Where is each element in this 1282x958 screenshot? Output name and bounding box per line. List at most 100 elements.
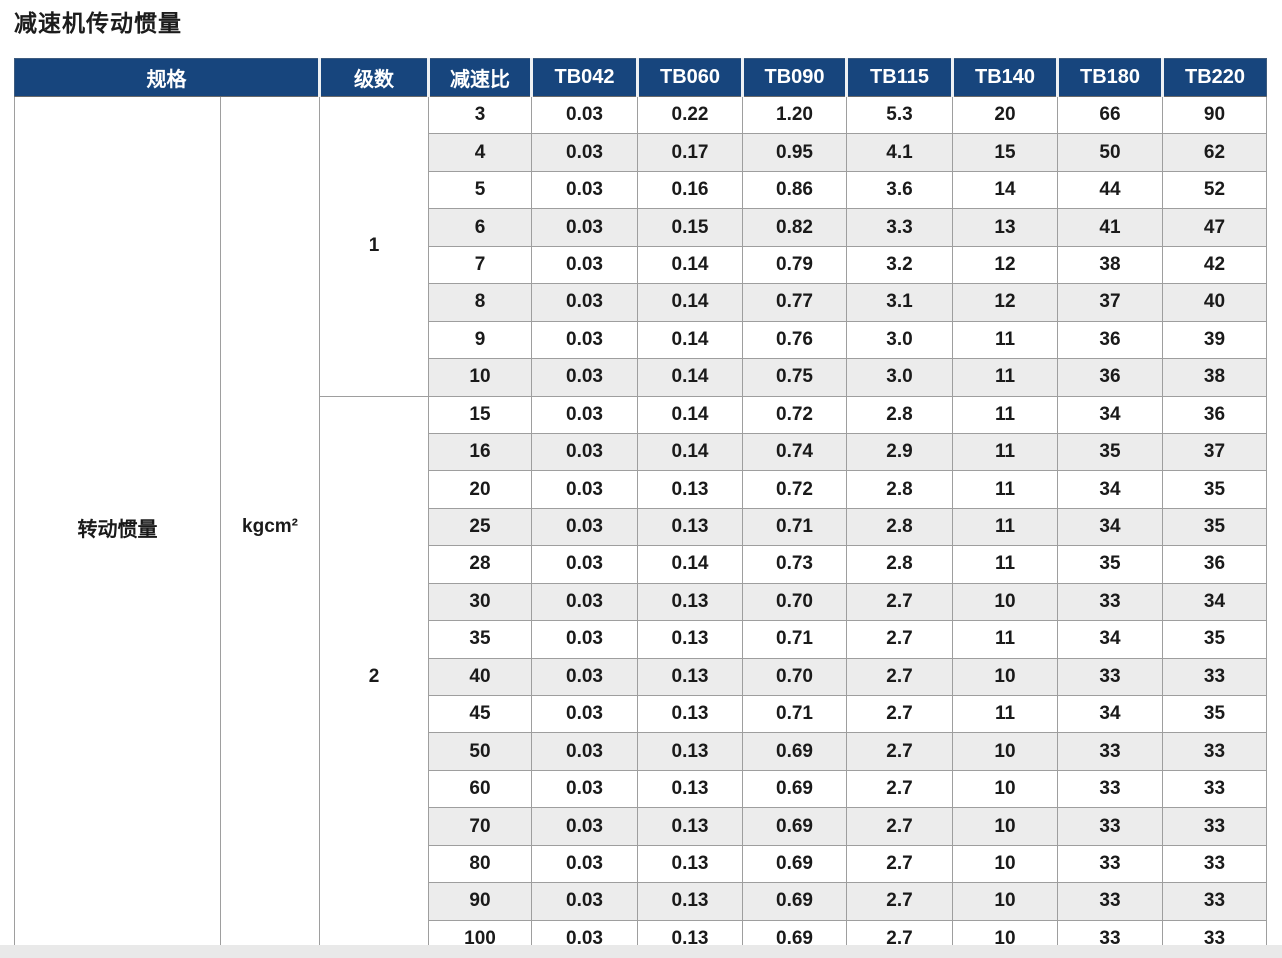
value-cell-tb090: 0.69	[742, 844, 847, 884]
value-cell-tb140: 11	[952, 395, 1058, 434]
ratio-cell: 5	[428, 170, 532, 210]
table-row: 25 0.03 0.13 0.71 2.8 11 34 35	[15, 507, 1267, 547]
value-cell-tb115: 2.7	[846, 582, 953, 622]
value-cell-tb180: 37	[1057, 283, 1163, 322]
value-cell-tb060: 0.13	[637, 807, 743, 846]
header-spec: 规格	[14, 58, 320, 97]
value-cell-tb220: 39	[1162, 320, 1267, 360]
value-cell-tb115: 2.7	[846, 807, 953, 846]
value-cell-tb042: 0.03	[531, 245, 638, 285]
value-cell-tb090: 0.72	[742, 395, 847, 434]
value-cell-tb060: 0.22	[637, 95, 743, 135]
value-cell-tb220: 38	[1162, 358, 1267, 397]
table-row: 90 0.03 0.13 0.69 2.7 10 33 33	[15, 882, 1267, 921]
ratio-cell: 10	[428, 358, 532, 397]
value-cell-tb180: 33	[1057, 769, 1163, 809]
value-cell-tb042: 0.03	[531, 694, 638, 734]
spec-label-cell: 转动惯量	[14, 95, 221, 958]
value-cell-tb220: 90	[1162, 95, 1267, 135]
value-cell-tb180: 36	[1057, 358, 1163, 397]
value-cell-tb042: 0.03	[531, 208, 638, 247]
table-row: 28 0.03 0.14 0.73 2.8 11 35 36	[15, 545, 1267, 584]
value-cell-tb115: 2.8	[846, 545, 953, 584]
value-cell-tb220: 33	[1162, 657, 1267, 697]
value-cell-tb090: 0.72	[742, 470, 847, 509]
value-cell-tb140: 10	[952, 582, 1058, 622]
value-cell-tb060: 0.13	[637, 769, 743, 809]
header-model-tb115: TB115	[845, 58, 953, 97]
value-cell-tb060: 0.13	[637, 732, 743, 771]
value-cell-tb180: 34	[1057, 694, 1163, 734]
value-cell-tb115: 3.3	[846, 208, 953, 247]
value-cell-tb060: 0.13	[637, 844, 743, 884]
value-cell-tb090: 0.71	[742, 694, 847, 734]
value-cell-tb090: 0.74	[742, 432, 847, 472]
value-cell-tb140: 13	[952, 208, 1058, 247]
stage-cell: 2	[319, 395, 429, 958]
value-cell-tb180: 38	[1057, 245, 1163, 285]
page-bottom-shade	[0, 945, 1282, 958]
value-cell-tb090: 0.76	[742, 320, 847, 360]
value-cell-tb180: 33	[1057, 582, 1163, 622]
value-cell-tb220: 52	[1162, 170, 1267, 210]
value-cell-tb042: 0.03	[531, 395, 638, 434]
value-cell-tb115: 2.7	[846, 844, 953, 884]
value-cell-tb220: 35	[1162, 470, 1267, 509]
value-cell-tb140: 11	[952, 320, 1058, 360]
value-cell-tb042: 0.03	[531, 545, 638, 584]
value-cell-tb220: 36	[1162, 545, 1267, 584]
value-cell-tb042: 0.03	[531, 133, 638, 172]
ratio-cell: 9	[428, 320, 532, 360]
table-row: 30 0.03 0.13 0.70 2.7 10 33 34	[15, 582, 1267, 622]
value-cell-tb115: 2.8	[846, 395, 953, 434]
value-cell-tb220: 33	[1162, 769, 1267, 809]
value-cell-tb060: 0.13	[637, 694, 743, 734]
value-cell-tb115: 2.7	[846, 694, 953, 734]
value-cell-tb042: 0.03	[531, 507, 638, 547]
value-cell-tb042: 0.03	[531, 432, 638, 472]
table-row: 35 0.03 0.13 0.71 2.7 11 34 35	[15, 620, 1267, 659]
ratio-cell: 4	[428, 133, 532, 172]
value-cell-tb060: 0.14	[637, 320, 743, 360]
value-cell-tb090: 0.71	[742, 507, 847, 547]
value-cell-tb115: 3.2	[846, 245, 953, 285]
header-model-tb060: TB060	[636, 58, 743, 97]
value-cell-tb220: 42	[1162, 245, 1267, 285]
value-cell-tb220: 34	[1162, 582, 1267, 622]
value-cell-tb042: 0.03	[531, 320, 638, 360]
header-model-tb140: TB140	[951, 58, 1058, 97]
table-body: 转动惯量 kgcm² 1 3 0.03 0.22 1.20 5.3 20 66 90 4 0.03 0.1…	[14, 95, 1267, 958]
value-cell-tb115: 2.7	[846, 882, 953, 921]
value-cell-tb060: 0.13	[637, 507, 743, 547]
value-cell-tb090: 0.79	[742, 245, 847, 285]
value-cell-tb140: 11	[952, 694, 1058, 734]
ratio-cell: 35	[428, 620, 532, 659]
value-cell-tb090: 0.70	[742, 657, 847, 697]
spec-unit-cell: kgcm²	[220, 95, 320, 958]
value-cell-tb140: 20	[952, 95, 1058, 135]
value-cell-tb060: 0.13	[637, 657, 743, 697]
table-header: 规格 级数 减速比 TB042 TB060 TB090 TB115 TB140 …	[14, 58, 1267, 97]
value-cell-tb090: 0.86	[742, 170, 847, 210]
value-cell-tb060: 0.14	[637, 283, 743, 322]
value-cell-tb090: 0.71	[742, 620, 847, 659]
value-cell-tb140: 14	[952, 170, 1058, 210]
value-cell-tb220: 47	[1162, 208, 1267, 247]
value-cell-tb060: 0.14	[637, 432, 743, 472]
ratio-cell: 90	[428, 882, 532, 921]
ratio-cell: 3	[428, 95, 532, 135]
value-cell-tb180: 44	[1057, 170, 1163, 210]
value-cell-tb220: 35	[1162, 694, 1267, 734]
ratio-cell: 60	[428, 769, 532, 809]
value-cell-tb042: 0.03	[531, 582, 638, 622]
value-cell-tb115: 3.6	[846, 170, 953, 210]
value-cell-tb090: 0.82	[742, 208, 847, 247]
value-cell-tb042: 0.03	[531, 657, 638, 697]
value-cell-tb115: 4.1	[846, 133, 953, 172]
value-cell-tb140: 11	[952, 545, 1058, 584]
value-cell-tb180: 35	[1057, 432, 1163, 472]
value-cell-tb042: 0.03	[531, 769, 638, 809]
value-cell-tb180: 50	[1057, 133, 1163, 172]
value-cell-tb060: 0.13	[637, 882, 743, 921]
